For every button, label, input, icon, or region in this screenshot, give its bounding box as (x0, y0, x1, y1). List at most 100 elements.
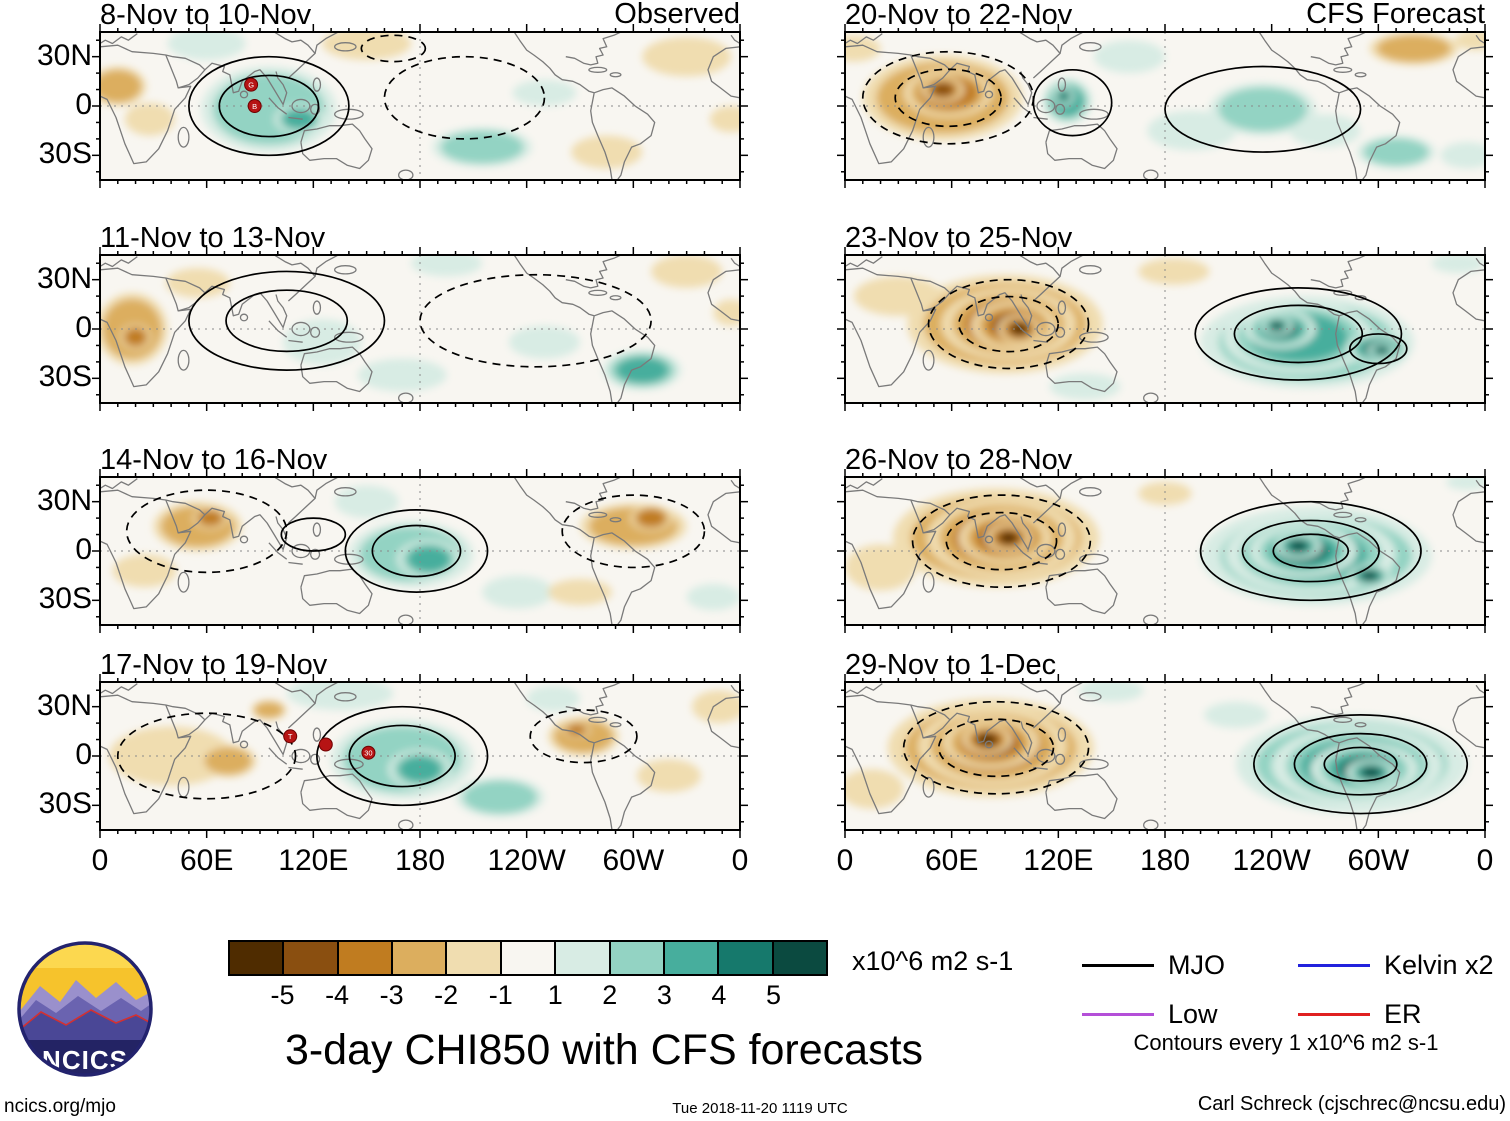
colorbar-tick-label: -2 (434, 980, 459, 1010)
colorbar-segment (556, 942, 611, 974)
svg-text:B: B (252, 102, 257, 111)
storm-marker: T (283, 729, 298, 744)
legend-item: MJO (1082, 950, 1290, 981)
legend-line (1082, 964, 1154, 967)
map-panel: GB (92, 24, 748, 188)
svg-text:G: G (248, 80, 254, 89)
figure-title: 3-day CHI850 with CFS forecasts (284, 1026, 924, 1074)
footer-author: Carl Schreck (cjschrec@ncsu.edu) (1197, 1093, 1506, 1115)
x-axis-label: 120E (1023, 844, 1094, 877)
x-axis-label: 0 (1476, 844, 1494, 877)
panel-title: 23-Nov to 25-Nov (845, 222, 1073, 254)
colorbar (228, 940, 828, 976)
x-axis-label: 60W (1347, 844, 1410, 877)
legend-label: Low (1168, 999, 1218, 1029)
panel-title: 26-Nov to 28-Nov (845, 444, 1073, 476)
legend-line (1298, 1013, 1370, 1016)
svg-text:30: 30 (364, 749, 372, 758)
colorbar-units: x10^6 m2 s-1 (852, 946, 1014, 976)
x-axis-label: 120E (278, 844, 349, 877)
colorbar-tick-label: -4 (325, 980, 350, 1010)
contour-legend: MJO Kelvin x2 Low ER (1082, 950, 1506, 1030)
colorbar-tick-label: 1 (547, 980, 563, 1010)
map-panel (837, 24, 1493, 188)
map-panel (92, 469, 748, 633)
storm-marker: 30 (361, 745, 376, 760)
x-axis-label: 180 (1139, 844, 1191, 877)
storm-marker: B (247, 99, 262, 113)
ncics-logo: NCICS (17, 941, 153, 1077)
colorbar-tick-label: -1 (488, 980, 513, 1010)
colorbar-segment (284, 942, 339, 974)
coastlines (100, 32, 740, 180)
colorbar-tick-label: -3 (379, 980, 404, 1010)
legend-label: Kelvin x2 (1384, 950, 1494, 980)
coastlines (845, 682, 1485, 830)
colorbar-segment (610, 942, 665, 974)
y-axis-label: 0 (75, 738, 92, 771)
y-axis-label: 0 (75, 88, 92, 121)
coastlines (845, 477, 1485, 625)
colorbar-tick-label: 5 (765, 980, 781, 1010)
legend-note: Contours every 1 x10^6 m2 s-1 (1133, 1030, 1439, 1055)
x-axis-label: 0 (91, 844, 109, 877)
x-axis-label: 0 (731, 844, 749, 877)
logo-outline (17, 941, 153, 1077)
legend-item: Kelvin x2 (1298, 950, 1506, 981)
cfs-forecast-header: CFS Forecast (1306, 0, 1485, 30)
panel-title: 8-Nov to 10-Nov (100, 0, 312, 31)
colorbar-tick-label: 4 (711, 980, 727, 1010)
y-axis-label: 30S (38, 582, 92, 616)
colorbar-tick-label: 3 (656, 980, 672, 1010)
panel-title: 29-Nov to 1-Dec (845, 649, 1057, 681)
colorbar-segment (501, 942, 557, 974)
y-axis-label: 30S (38, 137, 92, 171)
logo-text: NCICS (42, 1045, 128, 1075)
storm-marker: G (244, 77, 259, 92)
y-axis-label: 30N (36, 261, 92, 295)
logo-red-ridge (19, 1009, 151, 1031)
y-axis-label: 30N (36, 688, 92, 722)
legend-item: ER (1298, 999, 1506, 1030)
x-axis-label: 60E (179, 844, 234, 877)
x-axis-label: 120W (487, 844, 566, 877)
colorbar-segment (447, 942, 502, 974)
map-panel (837, 469, 1493, 633)
colorbar-segment (338, 942, 394, 974)
legend-line (1298, 964, 1370, 967)
colorbar-segment (664, 942, 720, 974)
panel-title: 20-Nov to 22-Nov (845, 0, 1073, 31)
footer-timestamp: Tue 2018-11-20 1119 UTC (672, 1100, 848, 1117)
y-axis-label: 30S (38, 360, 92, 394)
y-axis-label: 30N (36, 38, 92, 72)
x-axis-label: 0 (836, 844, 854, 877)
map-panel (92, 247, 748, 411)
colorbar-tick-label: -5 (270, 980, 295, 1010)
x-axis-label: 60W (602, 844, 665, 877)
y-axis-label: 30N (36, 483, 92, 517)
y-axis-label: 30S (38, 787, 92, 821)
colorbar-segment (393, 942, 448, 974)
colorbar-segment (230, 942, 285, 974)
legend-line (1082, 1013, 1154, 1016)
panel-title: 14-Nov to 16-Nov (100, 444, 328, 476)
legend-label: MJO (1168, 950, 1225, 980)
coastlines (845, 32, 1485, 180)
y-axis-label: 0 (75, 533, 92, 566)
y-axis-label: 0 (75, 311, 92, 344)
map-panel (837, 247, 1493, 411)
panel-title: 11-Nov to 13-Nov (100, 222, 326, 254)
legend-label: ER (1384, 999, 1422, 1029)
x-axis-label: 120W (1232, 844, 1311, 877)
colorbar-segment (773, 942, 826, 974)
colorbar-segment (719, 942, 774, 974)
map-panel: T 30 (92, 674, 748, 838)
x-axis-label: 180 (394, 844, 446, 877)
map-panel (837, 674, 1493, 838)
svg-text:T: T (288, 732, 293, 741)
x-axis-label: 60E (924, 844, 979, 877)
storm-marker (318, 737, 333, 752)
observed-header: Observed (614, 0, 740, 30)
panel-title: 17-Nov to 19-Nov (100, 649, 328, 681)
